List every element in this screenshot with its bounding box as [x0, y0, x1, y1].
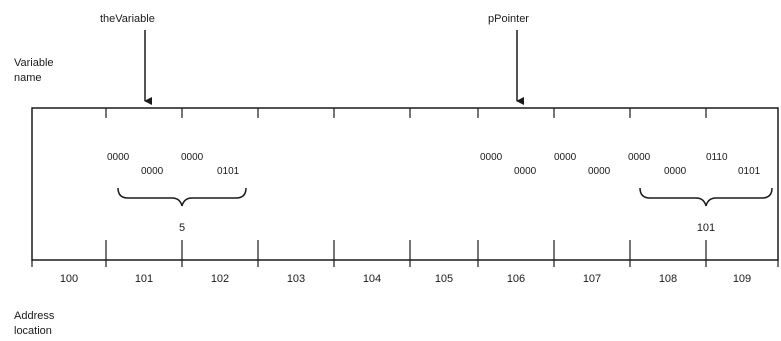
bit-group-value: 101: [697, 222, 715, 234]
address-label: 102: [211, 273, 229, 285]
bits-bottom-left: 0000: [514, 166, 537, 177]
pointer-label-ppointer: pPointer: [488, 13, 529, 25]
address-label: 106: [507, 273, 525, 285]
bits-bottom-right: 0101: [217, 166, 240, 177]
top-ticks: [105, 108, 707, 118]
bits-bottom-left: 0000: [141, 166, 164, 177]
bits-top-left: 0000: [628, 152, 651, 163]
address-ticks: [31, 260, 779, 267]
bits-bottom-right: 0000: [588, 166, 611, 177]
bit-group-ppointer-high: 0000 0000 0000 0000: [480, 152, 611, 177]
bits-bottom-left: 0000: [664, 166, 687, 177]
bits-top-right: 0000: [181, 152, 204, 163]
address-row: 100 101 102 103 104 105 106 107 108 109: [60, 273, 751, 285]
bits-top-left: 0000: [480, 152, 503, 163]
address-label: 103: [287, 273, 305, 285]
bits-top-right: 0000: [554, 152, 577, 163]
bit-group-value: 5: [179, 222, 185, 234]
bits-top-right: 0110: [706, 152, 728, 163]
curly-brace: [639, 187, 773, 207]
memory-strip: [31, 107, 779, 261]
address-label: 105: [435, 273, 453, 285]
curly-brace: [117, 187, 247, 207]
pointer-label-thevariable: theVariable: [100, 13, 155, 25]
variable-name-label-line1: Variable: [14, 57, 54, 69]
address-location-label-line2: location: [14, 325, 52, 337]
bits-bottom-right: 0101: [738, 166, 761, 177]
bit-group-ppointer-low: 0000 0110 0000 0101 101: [628, 152, 773, 234]
variable-name-label-line2: name: [14, 72, 42, 84]
address-label: 100: [60, 273, 78, 285]
address-label: 109: [733, 273, 751, 285]
address-label: 101: [135, 273, 153, 285]
address-location-label-line1: Address: [14, 310, 55, 322]
address-label: 108: [659, 273, 677, 285]
bits-top-left: 0000: [107, 152, 130, 163]
bottom-ticks: [105, 240, 707, 260]
bit-group-thevariable: 0000 0000 0000 0101 5: [107, 152, 247, 234]
address-label: 107: [583, 273, 601, 285]
address-label: 104: [363, 273, 381, 285]
